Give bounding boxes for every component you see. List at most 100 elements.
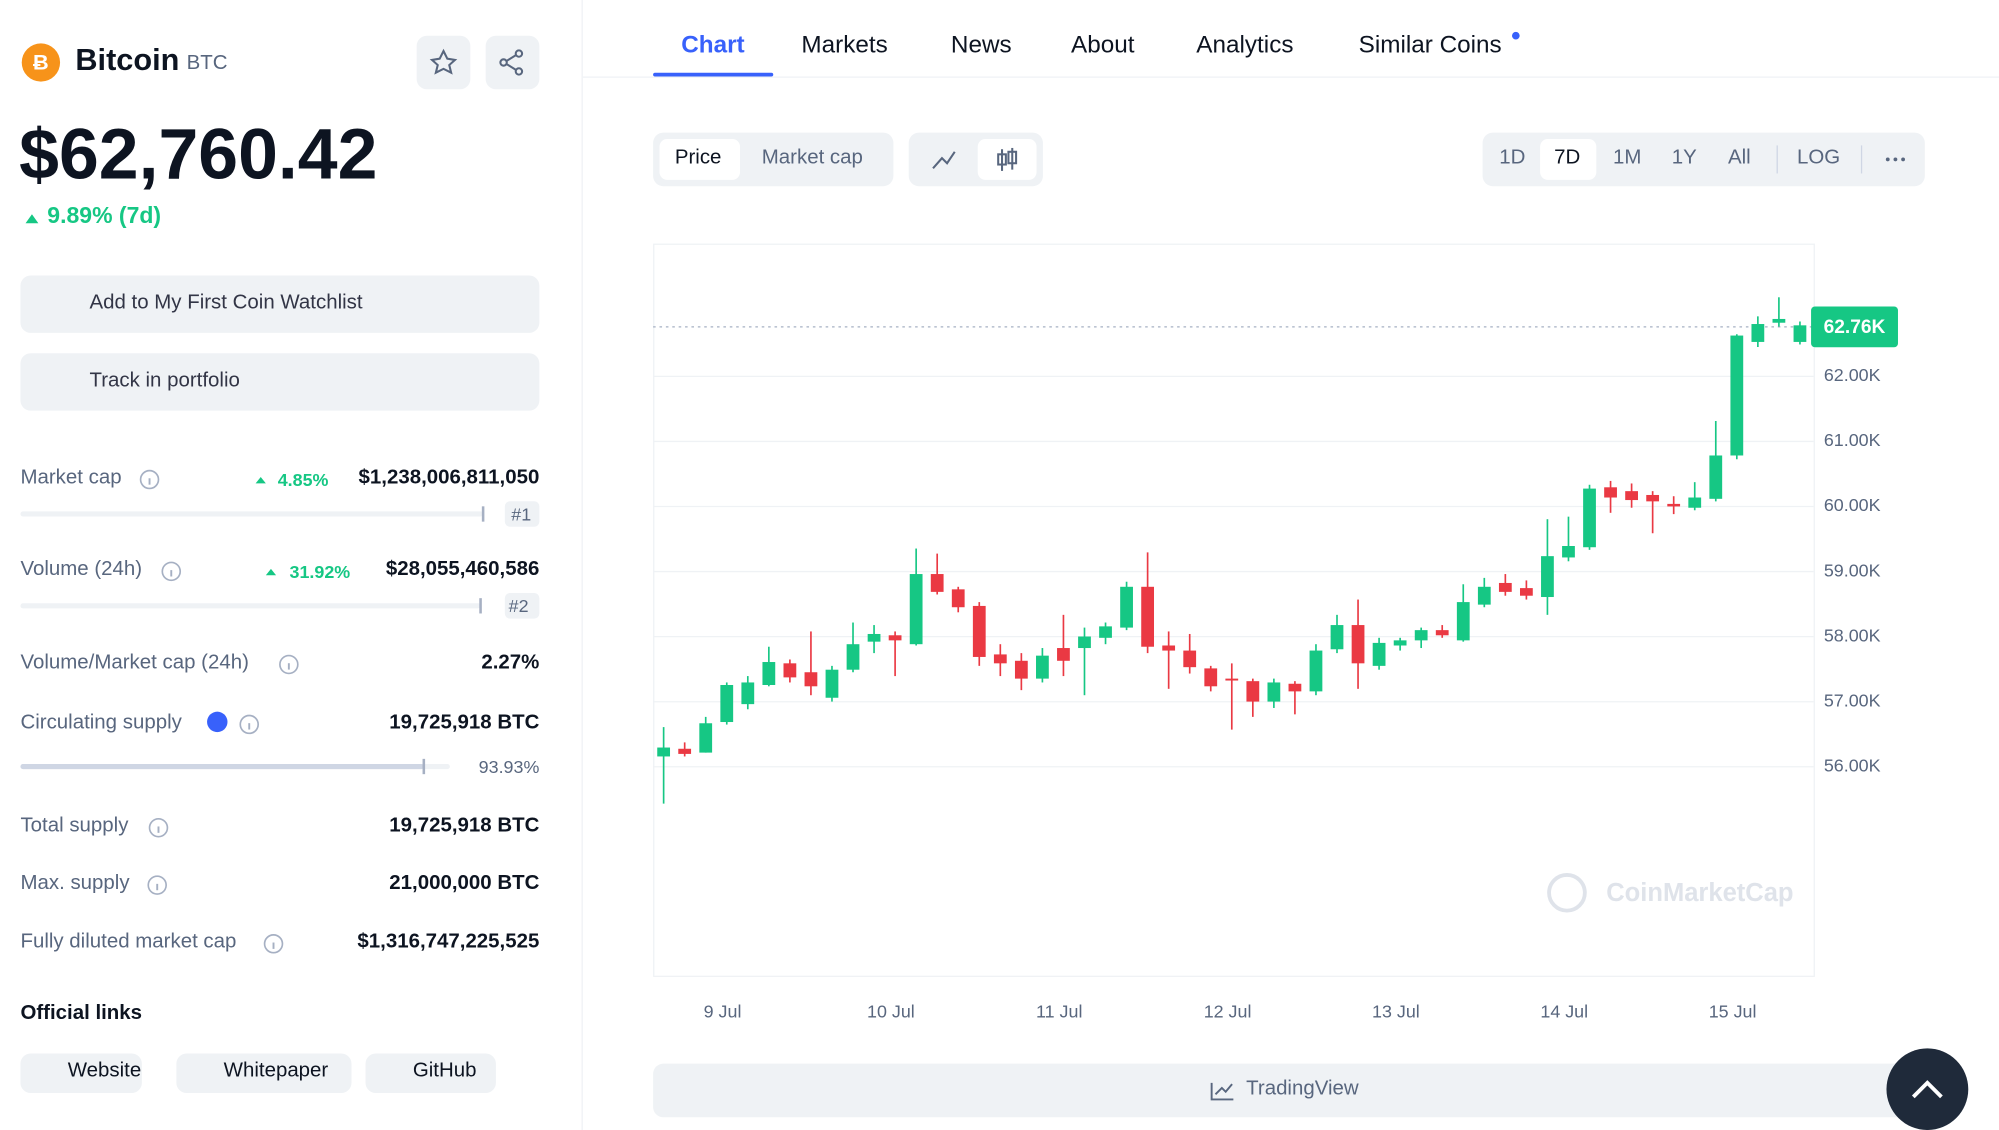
coin-name: Bitcoin [75, 43, 180, 78]
range[interactable]: LOG [1797, 146, 1841, 169]
range[interactable]: 1M [1612, 146, 1642, 169]
candle-body [1793, 325, 1807, 342]
tab[interactable]: Analytics [1196, 31, 1294, 59]
plot [653, 375, 1814, 768]
last-price-tag [1811, 306, 1898, 348]
candle-body [1393, 640, 1407, 646]
candle-body [657, 747, 671, 757]
link-button[interactable] [176, 1053, 352, 1094]
x-tick-label: 11 Jul [1036, 1001, 1082, 1021]
stat-value: 19,725,918 BTC [389, 814, 540, 837]
toggle[interactable]: Market cap [761, 146, 863, 169]
coin-logo [21, 43, 61, 82]
link-button[interactable] [365, 1053, 496, 1094]
range-selected[interactable] [1540, 139, 1597, 180]
info-icon [239, 714, 260, 735]
link-button[interactable] [20, 1053, 142, 1094]
candle-body [720, 684, 734, 723]
candle-body [1477, 586, 1491, 605]
candle-body [1667, 503, 1681, 507]
x-tick-label: 15 Jul [1709, 1001, 1757, 1021]
candle-body [1057, 648, 1070, 661]
tradingview-bar[interactable] [653, 1063, 1919, 1118]
candle-body [1435, 630, 1449, 636]
candle-body [783, 663, 797, 678]
action-label: Track in portfolio [89, 369, 240, 392]
share-button[interactable] [485, 35, 540, 90]
range[interactable]: 7D [1554, 146, 1581, 169]
stat-change: 31.92% [289, 561, 351, 582]
y-tick-label: 62.00K [1824, 365, 1881, 385]
candle-body [1204, 668, 1218, 687]
y-tick-label: 56.00K [1824, 756, 1881, 776]
info-icon [139, 469, 160, 490]
candle-body [1036, 655, 1049, 679]
watermark-logo [1547, 873, 1587, 913]
tab[interactable]: Similar Coins [1358, 31, 1502, 59]
x-tick-label: 13 Jul [1372, 1001, 1420, 1021]
logo-glyph: Ƀ [33, 50, 49, 75]
star-icon [429, 48, 458, 75]
candle-body [1372, 642, 1386, 666]
candle-body [909, 574, 923, 645]
toggle-selected[interactable] [659, 139, 741, 180]
candle-body [1120, 586, 1133, 628]
candle-body [1267, 682, 1281, 702]
candle-body [1709, 455, 1723, 499]
candle-body [741, 682, 755, 705]
candle-body [1772, 318, 1786, 323]
y-tick-label: 58.00K [1824, 625, 1881, 645]
candle-body [1414, 630, 1428, 641]
candle-body [1141, 586, 1155, 647]
candle-body [1730, 335, 1744, 456]
candle-body [1541, 556, 1554, 598]
rank-track [20, 603, 481, 609]
y-tick-label: 59.00K [1824, 560, 1881, 580]
tab[interactable]: Markets [801, 31, 888, 59]
last-price-label: 62.76K [1824, 317, 1886, 338]
star-button[interactable] [416, 35, 471, 90]
candle-body [1583, 488, 1596, 548]
candle-body [1646, 494, 1660, 502]
candle-body [867, 633, 881, 642]
info-icon [161, 561, 182, 582]
more-icon[interactable] [1885, 157, 1906, 162]
toggle[interactable]: Price [674, 146, 722, 169]
action-button[interactable] [20, 353, 540, 411]
x-tick-label: 9 Jul [704, 1001, 742, 1021]
scroll-top-button[interactable] [1886, 1048, 1969, 1130]
tab[interactable]: Chart [681, 31, 745, 59]
candle-body [1498, 582, 1512, 592]
tab[interactable]: About [1071, 31, 1135, 59]
chart-type-selected[interactable] [977, 139, 1037, 180]
range[interactable]: 1D [1499, 146, 1526, 169]
up-arrow [265, 568, 277, 576]
coin-symbol: BTC [186, 52, 228, 74]
scroll-top-icon [1911, 1080, 1943, 1099]
candle-body [1562, 545, 1575, 558]
candle-body [825, 669, 839, 698]
candle-body [930, 574, 944, 592]
candle-icon[interactable] [997, 147, 1018, 171]
stat-value: 19,725,918 BTC [389, 711, 540, 734]
y-tick-label: 57.00K [1824, 690, 1881, 710]
range[interactable]: 1Y [1671, 146, 1697, 169]
supply-percent: 93.93% [478, 756, 540, 777]
action-button[interactable] [20, 275, 540, 333]
links-title: Official links [20, 1002, 143, 1025]
up-arrow [255, 476, 266, 484]
stat-change: 4.85% [277, 469, 329, 490]
tradingview[interactable]: TradingView [1246, 1077, 1359, 1100]
stat-label: Max. supply [20, 872, 130, 895]
candle-body [1162, 645, 1176, 651]
range[interactable]: All [1727, 146, 1751, 169]
candle-body [762, 662, 776, 685]
stat-value: $28,055,460,586 [385, 558, 540, 581]
candle-body [1099, 626, 1112, 638]
candle-body [1604, 487, 1617, 498]
tab[interactable]: News [950, 31, 1012, 59]
line-icon[interactable] [932, 151, 956, 170]
supply-bar [20, 763, 424, 770]
candle-body [1351, 625, 1365, 664]
tv-icon [1210, 1082, 1234, 1101]
